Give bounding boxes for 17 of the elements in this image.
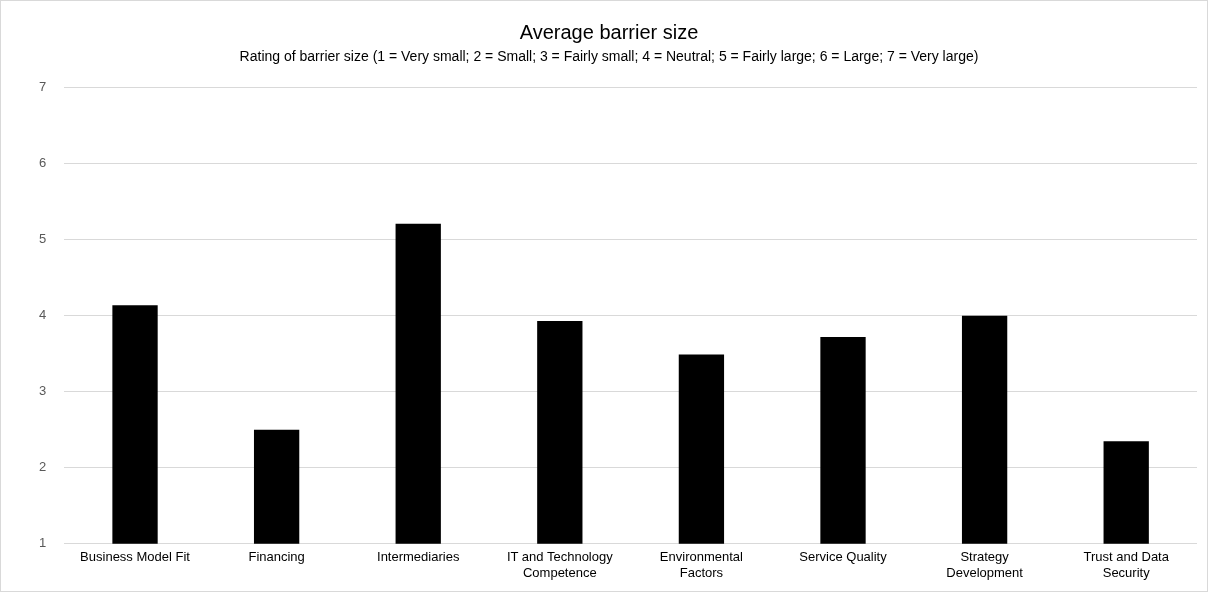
x-tick-label: Trust and Data Security [1083,549,1170,580]
x-tick-label: Environmental Factors [659,549,744,580]
x-tick-label: Financing [248,549,305,565]
y-tick-label: 1 [39,535,47,551]
x-tick-label: Service Quality [799,549,888,565]
y-tick-label: 2 [39,459,47,475]
x-tick-label: Business Model Fit [80,549,191,565]
y-tick-label: 5 [39,231,47,247]
y-tick-label: 7 [39,79,47,95]
y-tick-label: 4 [39,307,47,323]
x-tick-label: Strategy Development [946,549,1024,580]
x-tick-label: Intermediaries [377,549,460,565]
y-tick-label: 3 [39,383,47,399]
chart-subtitle: Rating of barrier size (1 = Very small; 2 = Small; 3 = Fairly small; 4 = Neutral; 5 = Fairly large; 6 = Large; 7 = Very large) [239,48,979,65]
y-tick-label: 6 [39,155,47,171]
chart-title: Average barrier size [519,20,699,43]
x-tick-label: IT and Technology Competence [506,549,614,580]
